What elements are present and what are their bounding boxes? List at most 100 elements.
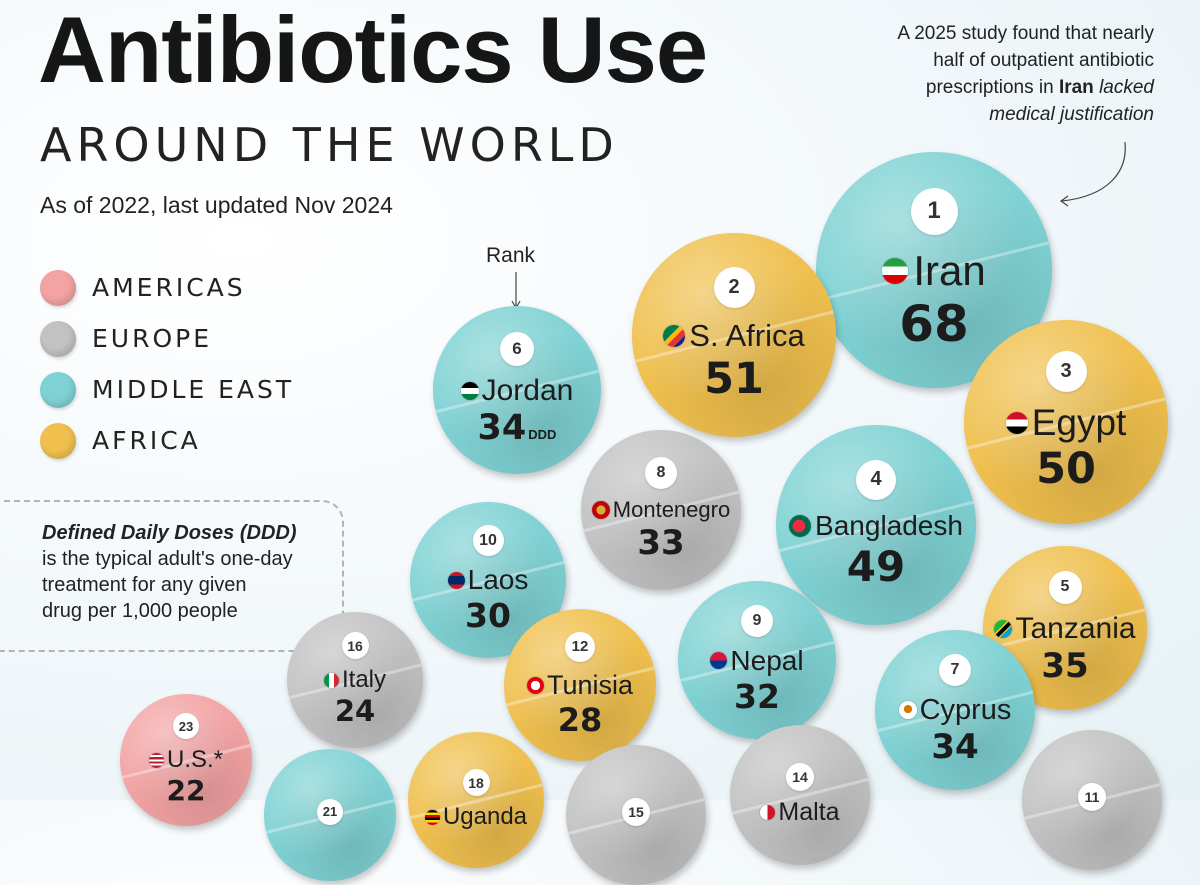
bubble-content: 14 Malta [730, 725, 870, 865]
bubble-rank-12: 12 Tunisia 28 [504, 609, 656, 761]
ddd-line: treatment for any given [42, 574, 247, 596]
bubble-rank-18: 18 Uganda [408, 732, 544, 868]
annotation-line: medical justification [834, 101, 1154, 128]
ddd-value: 34 [477, 408, 527, 448]
bangladesh-flag-icon [789, 514, 812, 537]
malta-flag-icon [760, 805, 776, 820]
rank-badge: 3 [1045, 350, 1087, 392]
americas-swatch [40, 269, 76, 306]
iran-annotation: A 2025 study found that nearly half of o… [834, 20, 1154, 128]
rank-badge: 12 [565, 631, 595, 662]
bubble-rank-9: 9 Nepal 32 [678, 581, 836, 739]
value-row: 35 [1041, 646, 1088, 686]
rank-badge: 18 [462, 769, 490, 796]
ddd-value: 35 [1041, 645, 1089, 686]
bubble-content: 11 [1022, 730, 1162, 870]
iran-annotation-arrowhead [1059, 195, 1069, 207]
bubble-rank-6: 6 Jordan 34 DDD [433, 306, 601, 474]
bubble-rank-1: 1 Iran 68 [816, 152, 1052, 388]
rank-badge: 9 [741, 604, 773, 637]
country-name: Tunisia [546, 669, 634, 700]
rank-badge: 1 [910, 187, 958, 235]
country-row: Montenegro [591, 497, 730, 523]
laos-flag-icon [447, 571, 465, 589]
country-row: Nepal [710, 645, 804, 677]
bubble-content: 23 U.S.* 22 [120, 694, 252, 826]
rank-badge: 16 [341, 632, 369, 659]
bubble-content: 5 Tanzania 35 [983, 546, 1147, 710]
bubble-content: 10 Laos 30 [410, 502, 566, 658]
bubble-rank-14: 14 Malta [730, 725, 870, 865]
ddd-value: 33 [637, 523, 685, 563]
rank-badge: 23 [173, 713, 199, 739]
tanzania-flag-icon [994, 619, 1013, 638]
value-row: 34 [931, 727, 978, 767]
bubble-rank-11: 11 [1022, 730, 1162, 870]
bubble-content: 2 S. Africa 51 [632, 233, 836, 437]
rank-badge: 10 [472, 525, 504, 556]
bubble-rank-4: 4 Bangladesh 49 [776, 425, 976, 625]
south-africa-flag-icon [663, 324, 686, 347]
country-row: Jordan [460, 374, 573, 408]
rank-badge: 15 [622, 797, 650, 826]
bubble-rank-8: 8 Montenegro 33 [581, 430, 741, 590]
legend-label: MIDDLE EAST [92, 375, 295, 404]
legend-label: AFRICA [92, 426, 201, 455]
ddd-definition-note: Defined Daily Doses (DDD) is the typical… [0, 500, 344, 652]
country-row: Tunisia [526, 669, 634, 701]
country-row: U.S.* [148, 746, 223, 774]
rank-badge: 11 [1078, 782, 1106, 811]
page-title: Antibiotics Use [38, 0, 708, 102]
annotation-line: A 2025 study found that nearly [897, 23, 1154, 44]
bubble-content: 16 Italy 24 [287, 612, 423, 748]
ddd-value: 68 [899, 294, 969, 353]
value-row: 30 [465, 596, 511, 635]
ddd-heading: Defined Daily Doses (DDD) [42, 522, 297, 544]
bubble-rank-15: 15 [566, 745, 706, 885]
bubble-rank-5: 5 Tanzania 35 [983, 546, 1147, 710]
bubble-content: 15 [566, 745, 706, 885]
bubble-rank-10: 10 Laos 30 [410, 502, 566, 658]
europe-swatch [40, 320, 76, 357]
bubble-content: 18 Uganda [408, 732, 544, 868]
tunisia-flag-icon [526, 676, 544, 694]
rank-badge: 2 [713, 266, 755, 308]
middle-east-swatch [40, 371, 76, 408]
annotation-italic: medical justification [989, 104, 1154, 125]
rank-badge: 7 [939, 653, 971, 686]
egypt-flag-icon [1005, 411, 1028, 434]
bubble-content: 8 Montenegro 33 [581, 430, 741, 590]
value-row: 28 [558, 701, 603, 739]
bubble-rank-2: 2 S. Africa 51 [632, 233, 836, 437]
value-row: 33 [637, 523, 684, 563]
cyprus-flag-icon [898, 701, 917, 719]
ddd-value: 34 [931, 726, 979, 767]
value-row: 22 [167, 774, 206, 807]
country-name: Italy [341, 666, 386, 693]
region-legend: AMERICAS EUROPE MIDDLE EAST AFRICA [40, 262, 294, 466]
bubble-content: 7 Cyprus 34 [875, 630, 1035, 790]
legend-item-middle-east: MIDDLE EAST [40, 364, 294, 415]
ddd-value: 28 [557, 700, 603, 739]
legend-label: EUROPE [92, 324, 213, 353]
ddd-value: 24 [334, 694, 376, 728]
bubble-content: 21 [264, 749, 396, 881]
country-name: U.S.* [166, 746, 223, 773]
legend-item-americas: AMERICAS [40, 262, 294, 313]
ddd-unit: DDD [528, 427, 557, 442]
ddd-value: 49 [846, 541, 906, 591]
ddd-line: drug per 1,000 people [42, 600, 238, 622]
country-name: Laos [467, 564, 529, 595]
jordan-flag-icon [460, 382, 479, 400]
legend-item-africa: AFRICA [40, 415, 294, 466]
value-row: 51 [704, 354, 764, 404]
rank-label: Rank [486, 244, 536, 267]
country-name: Malta [778, 798, 840, 826]
country-name: Cyprus [919, 693, 1012, 726]
value-row: 50 [1036, 444, 1096, 494]
country-row: Tanzania [994, 612, 1136, 646]
rank-badge: 5 [1048, 570, 1082, 604]
italy-flag-icon [323, 672, 339, 688]
ddd-line: is the typical adult's one-day [42, 548, 293, 570]
country-row: Iran [882, 247, 986, 295]
